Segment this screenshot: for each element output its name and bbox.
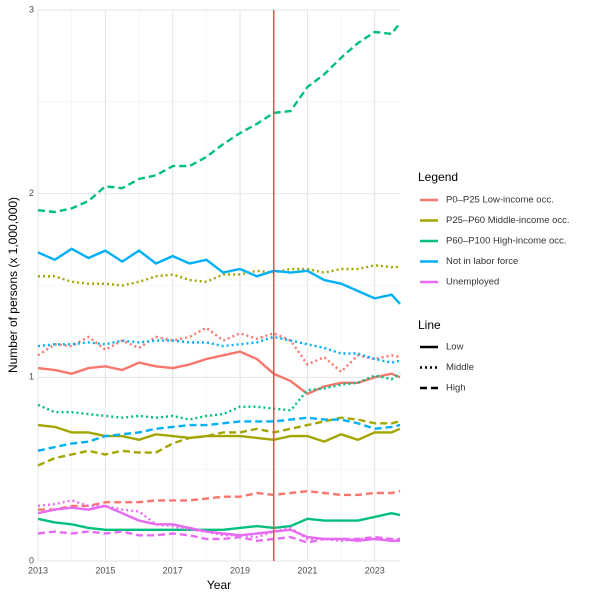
legend-label: P0–P25 Low-income occ. xyxy=(446,195,554,206)
legend-label: Low xyxy=(446,342,464,353)
series-line xyxy=(37,511,401,531)
series-line xyxy=(37,416,401,467)
series-line xyxy=(37,350,401,396)
series-line xyxy=(37,504,400,543)
legend-label: P25–P60 Middle-income occ. xyxy=(446,215,570,226)
series-line xyxy=(37,335,401,364)
y-tick-label: 1 xyxy=(29,372,34,382)
x-tick-label: 2013 xyxy=(28,565,48,575)
series-line xyxy=(37,416,401,452)
legend-label: Unemployed xyxy=(446,277,499,288)
y-tick-label: 3 xyxy=(29,4,34,14)
y-tick-label: 2 xyxy=(29,188,34,198)
x-tick-label: 2023 xyxy=(365,565,385,575)
x-tick-label: 2021 xyxy=(297,565,317,575)
legend-label: High xyxy=(446,383,466,394)
x-tick-label: 2019 xyxy=(230,565,250,575)
series-line xyxy=(37,372,401,421)
series-line xyxy=(37,423,401,443)
series-line xyxy=(37,326,401,374)
series-line xyxy=(37,247,401,305)
legend-title: Legend xyxy=(418,170,458,184)
linetype-legend-title: Line xyxy=(418,318,441,332)
x-tick-label: 2017 xyxy=(163,565,183,575)
x-tick-label: 2015 xyxy=(95,565,115,575)
legend-label: P60–P100 High-income occ. xyxy=(446,236,566,247)
y-axis-title: Number of persons (x 1,000,000) xyxy=(6,197,20,373)
legend-label: Not in labor force xyxy=(446,256,518,267)
series-line xyxy=(38,489,401,511)
legend-label: Middle xyxy=(446,362,474,373)
series-line xyxy=(37,22,401,214)
x-axis-title: Year xyxy=(207,578,231,592)
y-tick-label: 0 xyxy=(29,555,34,565)
series-line xyxy=(38,264,400,287)
series-line xyxy=(37,530,400,544)
